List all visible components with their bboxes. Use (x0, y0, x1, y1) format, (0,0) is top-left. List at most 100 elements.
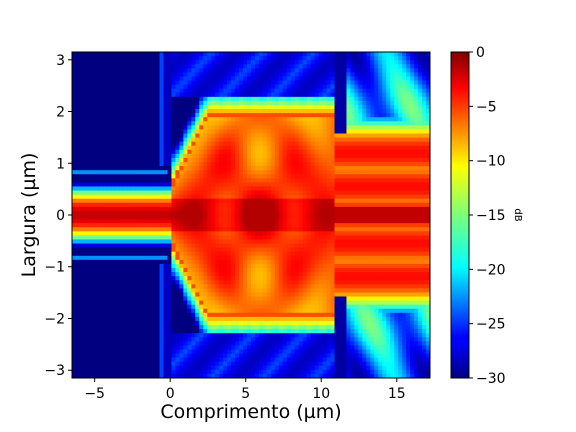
heatmap-cell (243, 133, 248, 139)
heatmap-cell (95, 227, 101, 232)
heatmap-cell (99, 210, 105, 216)
heatmap-cell (151, 263, 157, 269)
heatmap-cell (239, 210, 244, 216)
heatmap-cell (151, 312, 157, 318)
heatmap-cell (183, 121, 188, 126)
heatmap-cell (135, 365, 141, 371)
heatmap-cell (139, 60, 145, 65)
heatmap-cell (231, 312, 236, 318)
heatmap-cell (99, 361, 105, 367)
heatmap-cell (223, 361, 228, 367)
heatmap-cell (262, 88, 268, 94)
heatmap-cell (91, 72, 97, 78)
heatmap-cell (91, 182, 97, 188)
heatmap-cell (310, 333, 316, 338)
heatmap-cell (115, 280, 121, 285)
heatmap-cell (231, 190, 236, 196)
heatmap-cell (274, 170, 280, 175)
heatmap-cell (183, 202, 188, 208)
heatmap-cell (251, 129, 256, 135)
heatmap-cell (139, 373, 145, 378)
heatmap-cell (207, 247, 212, 253)
heatmap-cell (127, 312, 133, 318)
heatmap-cell (151, 100, 157, 106)
heatmap-cell (223, 129, 228, 135)
heatmap-cell (266, 100, 272, 106)
heatmap-cell (131, 170, 137, 175)
heatmap-cell (286, 76, 292, 82)
heatmap-cell (115, 296, 121, 302)
heatmap-cell (243, 373, 248, 378)
heatmap-cell (270, 88, 276, 94)
heatmap-cell (262, 186, 268, 192)
heatmap-cell (75, 288, 81, 294)
heatmap-cell (179, 72, 184, 78)
heatmap-cell (314, 84, 320, 90)
heatmap-cell (111, 153, 117, 159)
heatmap-cell (115, 162, 121, 167)
heatmap-cell (254, 373, 260, 378)
heatmap-cell (199, 259, 204, 265)
heatmap-cell (151, 190, 157, 196)
heatmap-cell (183, 304, 188, 310)
heatmap-cell (278, 141, 284, 147)
heatmap-cell (223, 88, 228, 94)
heatmap-cell (270, 280, 276, 285)
heatmap-cell (99, 190, 105, 196)
heatmap-cell (290, 198, 296, 204)
heatmap-cell (274, 369, 280, 375)
heatmap-cell (111, 157, 117, 163)
heatmap-cell (310, 170, 316, 175)
heatmap-cell (139, 341, 145, 346)
heatmap-cell (203, 263, 208, 269)
heatmap-cell (151, 296, 157, 302)
heatmap-cell (227, 125, 232, 131)
heatmap-cell (211, 121, 216, 126)
heatmap-cell (274, 56, 280, 61)
heatmap-cell (167, 141, 173, 147)
heatmap-cell (95, 182, 101, 188)
heatmap-cell (247, 349, 252, 355)
heatmap-cell (127, 60, 133, 65)
heatmap-cell (175, 149, 180, 155)
heatmap-cell (171, 80, 177, 86)
heatmap-cell (123, 219, 129, 224)
heatmap-cell (72, 329, 77, 334)
heatmap-cell (207, 361, 212, 367)
heatmap-cell (91, 353, 97, 359)
heatmap-cell (266, 68, 272, 73)
heatmap-cell (227, 104, 232, 110)
heatmap-cell (179, 64, 184, 69)
heatmap-cell (147, 198, 153, 204)
heatmap-cell (147, 182, 153, 188)
heatmap-cell (219, 92, 224, 98)
heatmap-cell (127, 227, 133, 232)
heatmap-cell (219, 121, 224, 126)
heatmap-cell (139, 333, 145, 338)
heatmap-cell (143, 280, 149, 285)
heatmap-cell (131, 284, 137, 289)
heatmap-cell (159, 235, 165, 241)
heatmap-cell (107, 304, 113, 310)
heatmap-cell (191, 210, 196, 216)
heatmap-cell (231, 296, 236, 302)
heatmap-cell (235, 247, 240, 253)
heatmap-cell (270, 76, 276, 82)
heatmap-cell (163, 202, 169, 208)
heatmap-cell (286, 316, 292, 322)
heatmap-cell (183, 369, 188, 375)
heatmap-cell (251, 341, 256, 346)
heatmap-cell (211, 239, 216, 245)
heatmap-cell (99, 239, 105, 245)
heatmap-cell (219, 137, 224, 143)
heatmap-cell (83, 337, 89, 342)
heatmap-cell (199, 288, 204, 294)
heatmap-cell (219, 100, 224, 106)
heatmap-cell (223, 190, 228, 196)
heatmap-cell (286, 210, 292, 216)
heatmap-cell (262, 109, 268, 114)
heatmap-cell (135, 72, 141, 78)
heatmap-cell (119, 182, 125, 188)
heatmap-cell (139, 100, 145, 106)
heatmap-cell (135, 145, 141, 151)
